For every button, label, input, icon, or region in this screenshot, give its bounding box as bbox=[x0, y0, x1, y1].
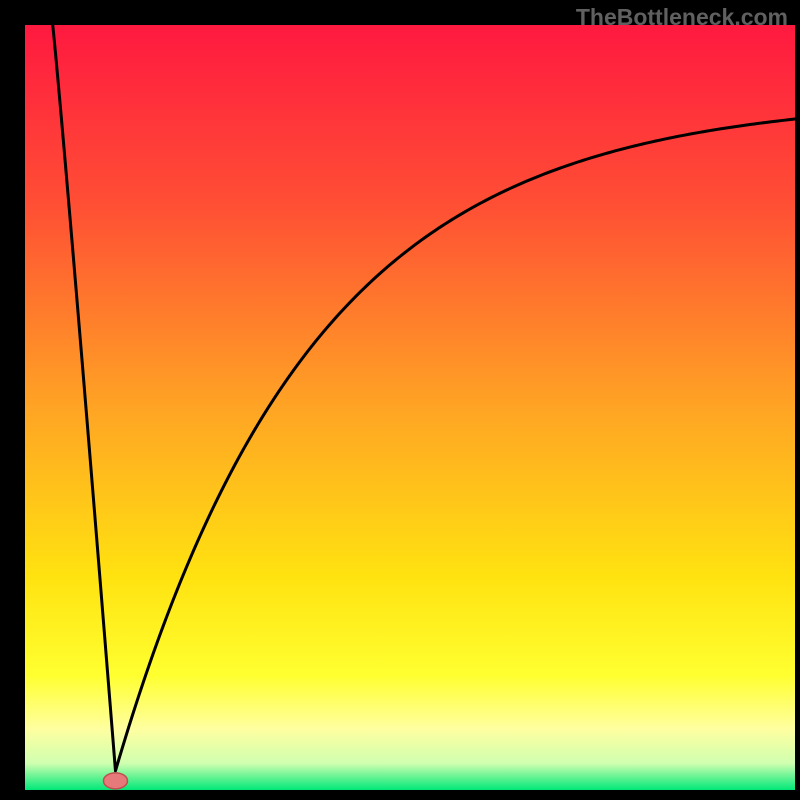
bottleneck-chart bbox=[0, 0, 800, 800]
figure-container: TheBottleneck.com bbox=[0, 0, 800, 800]
watermark-text: TheBottleneck.com bbox=[576, 4, 788, 31]
chart-background bbox=[25, 25, 795, 790]
optimum-marker bbox=[103, 773, 127, 789]
